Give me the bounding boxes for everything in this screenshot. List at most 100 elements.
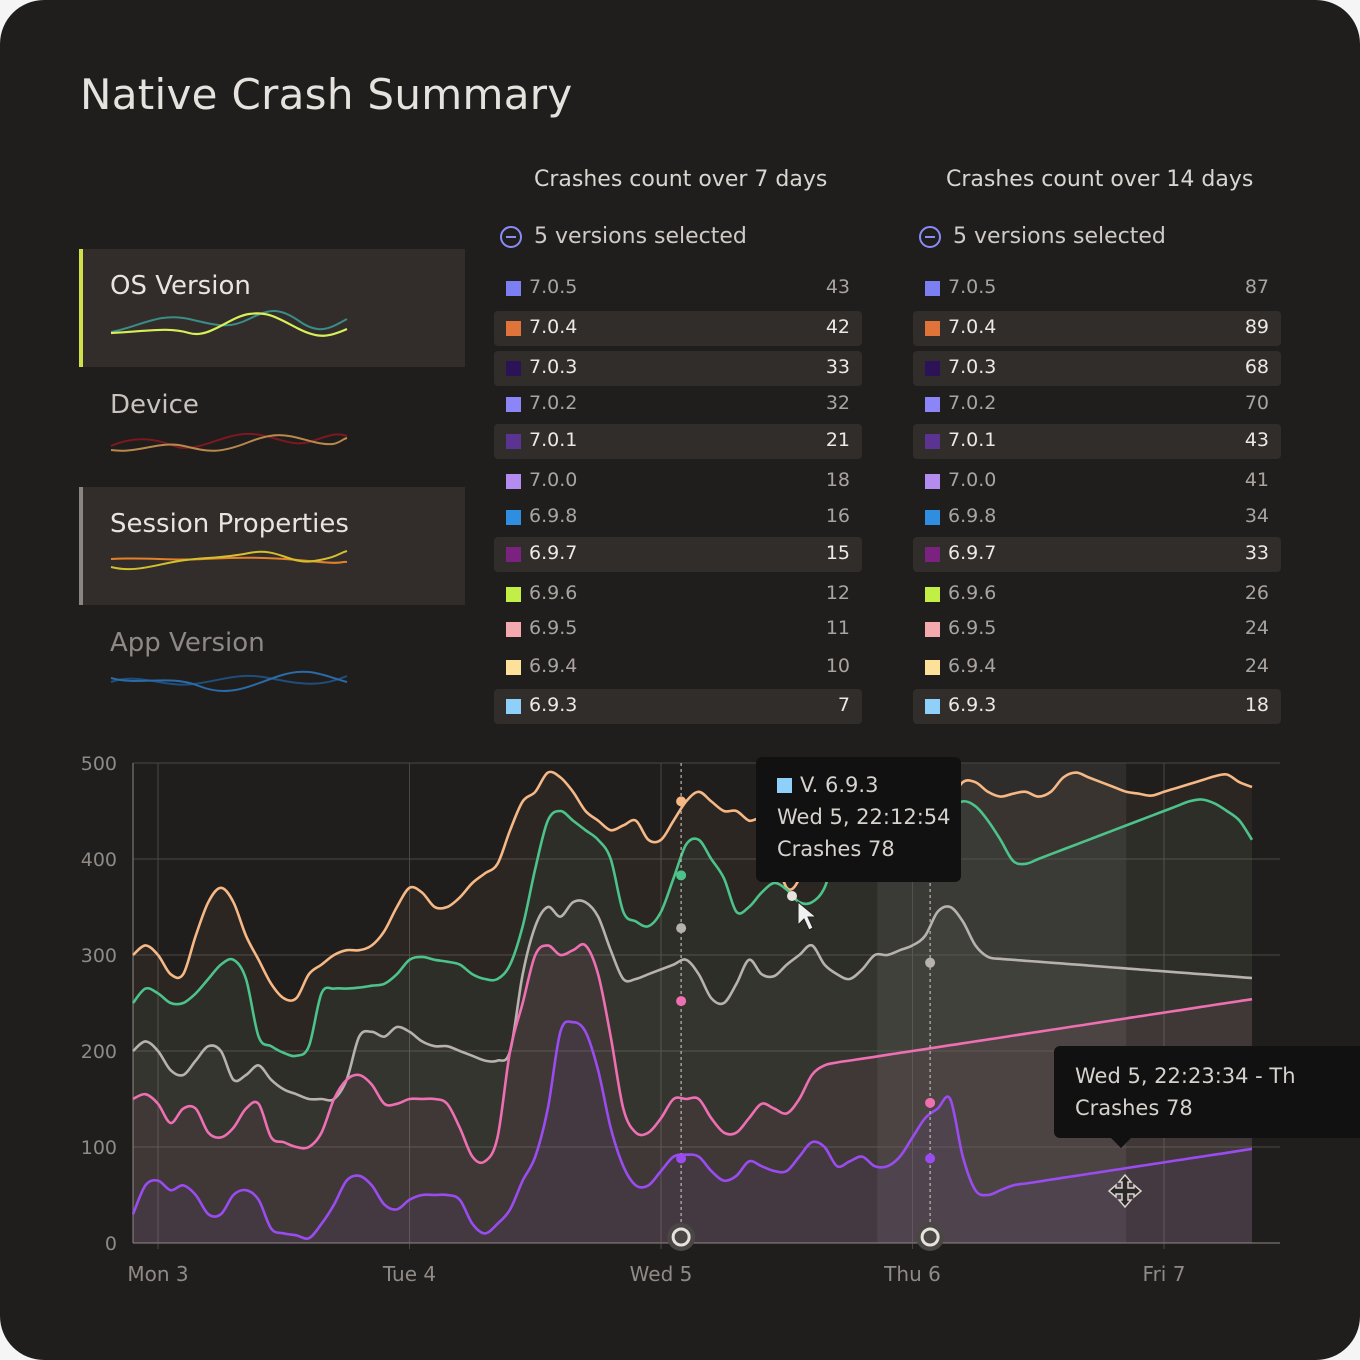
tooltip-range-timestamp: Wed 5, 22:23:34 - Th (1075, 1064, 1296, 1088)
device-sparkline (110, 432, 348, 452)
version-swatch (925, 361, 940, 376)
series-area (133, 771, 1253, 1243)
marker-dot (925, 1153, 936, 1164)
version-row[interactable]: 7.0.3 33 (494, 351, 862, 386)
scrub-handle (916, 1223, 945, 1251)
marker-dot (676, 923, 687, 934)
version-count: 43 (1244, 429, 1269, 451)
version-row[interactable]: 6.9.3 18 (913, 689, 1281, 724)
tooltip-version: V. 6.9.3 Wed 5, 22:12:54 Crashes 78 (756, 757, 961, 882)
tooltip-range-pointer (1110, 1137, 1132, 1148)
version-row[interactable]: 6.9.8 16 (494, 500, 862, 535)
version-row[interactable]: 7.0.5 43 (494, 271, 862, 306)
table-7-days-selection[interactable]: 5 versions selected (500, 224, 747, 249)
version-label: 6.9.4 (948, 655, 997, 677)
version-label: 6.9.6 (529, 582, 578, 604)
version-count: 12 (825, 582, 850, 604)
category-app-version[interactable]: App Version (79, 606, 465, 724)
version-swatch (506, 434, 521, 449)
version-swatch (925, 622, 940, 637)
version-row[interactable]: 7.0.4 89 (913, 311, 1281, 346)
y-tick-label: 400 (81, 849, 117, 871)
category-device[interactable]: Device (79, 368, 465, 486)
version-count: 89 (1244, 316, 1269, 338)
hover-dot (787, 891, 797, 901)
version-label: 7.0.4 (529, 316, 578, 338)
version-swatch (506, 699, 521, 714)
version-count: 7 (837, 694, 850, 716)
version-row[interactable]: 6.9.5 11 (494, 612, 862, 647)
version-row[interactable]: 6.9.6 26 (913, 577, 1281, 612)
version-label: 7.0.3 (529, 356, 578, 378)
x-tick-label: Wed 5 (630, 1262, 693, 1286)
app-version-sparkline (110, 670, 348, 693)
table-14-days-selection[interactable]: 5 versions selected (919, 224, 1166, 249)
x-tick-label: Mon 3 (127, 1262, 188, 1286)
category-os-version[interactable]: OS Version (79, 249, 465, 367)
tooltip-version-label: V. 6.9.3 (800, 773, 879, 797)
version-swatch (506, 547, 521, 562)
y-tick-label: 100 (81, 1137, 117, 1159)
version-row[interactable]: 6.9.5 24 (913, 612, 1281, 647)
version-count: 18 (1244, 694, 1269, 716)
series-line (132, 899, 1253, 1102)
version-count: 24 (1244, 617, 1269, 639)
version-swatch (925, 510, 940, 525)
version-count: 41 (1244, 469, 1269, 491)
version-swatch (506, 397, 521, 412)
minus-circle-icon[interactable] (500, 225, 522, 248)
version-label: 7.0.1 (948, 429, 997, 451)
version-label: 7.0.0 (948, 469, 997, 491)
tooltip-crashes: Crashes 78 (777, 837, 895, 861)
version-label: 6.9.7 (948, 542, 997, 564)
version-count: 26 (1244, 582, 1269, 604)
version-label: 6.9.6 (948, 582, 997, 604)
version-row[interactable]: 7.0.5 87 (913, 271, 1281, 306)
category-session-properties[interactable]: Session Properties (79, 487, 465, 605)
version-row[interactable]: 7.0.0 18 (494, 464, 862, 499)
version-count: 16 (825, 505, 850, 527)
version-row[interactable]: 7.0.3 68 (913, 351, 1281, 386)
series-area (133, 1021, 1253, 1243)
version-row[interactable]: 7.0.0 41 (913, 464, 1281, 499)
version-row[interactable]: 7.0.1 43 (913, 424, 1281, 459)
version-label: 7.0.2 (529, 392, 578, 414)
series-line (131, 798, 1254, 1058)
version-label: 6.9.3 (948, 694, 997, 716)
version-count: 24 (1244, 655, 1269, 677)
version-row[interactable]: 6.9.7 15 (494, 537, 862, 572)
move-cursor-icon (1107, 1173, 1143, 1209)
tooltip-range-crashes: Crashes 78 (1075, 1096, 1193, 1120)
marker-dot (925, 957, 936, 968)
version-row[interactable]: 6.9.8 34 (913, 500, 1281, 535)
version-count: 15 (825, 542, 850, 564)
version-row[interactable]: 6.9.3 7 (494, 689, 862, 724)
version-label: 7.0.1 (529, 429, 578, 451)
version-row[interactable]: 7.0.1 21 (494, 424, 862, 459)
version-row[interactable]: 7.0.2 32 (494, 387, 862, 422)
version-swatch (925, 660, 940, 675)
scrub-handle-ring (671, 1227, 691, 1247)
version-row[interactable]: 6.9.6 12 (494, 577, 862, 612)
version-count: 43 (825, 276, 850, 298)
version-swatch (925, 699, 940, 714)
version-label: 6.9.8 (948, 505, 997, 527)
version-row[interactable]: 6.9.7 33 (913, 537, 1281, 572)
version-count: 34 (1244, 505, 1269, 527)
version-label: 7.0.2 (948, 392, 997, 414)
version-row[interactable]: 6.9.4 24 (913, 650, 1281, 685)
version-label: 6.9.3 (529, 694, 578, 716)
version-count: 32 (825, 392, 850, 414)
version-label: 6.9.5 (529, 617, 578, 639)
version-swatch (506, 660, 521, 675)
version-row[interactable]: 7.0.4 42 (494, 311, 862, 346)
y-tick-label: 200 (81, 1041, 117, 1063)
version-row[interactable]: 7.0.2 70 (913, 387, 1281, 422)
version-swatch (925, 547, 940, 562)
version-count: 10 (825, 655, 850, 677)
version-row[interactable]: 6.9.4 10 (494, 650, 862, 685)
selection-label: 5 versions selected (953, 224, 1166, 249)
minus-circle-icon[interactable] (919, 225, 941, 248)
